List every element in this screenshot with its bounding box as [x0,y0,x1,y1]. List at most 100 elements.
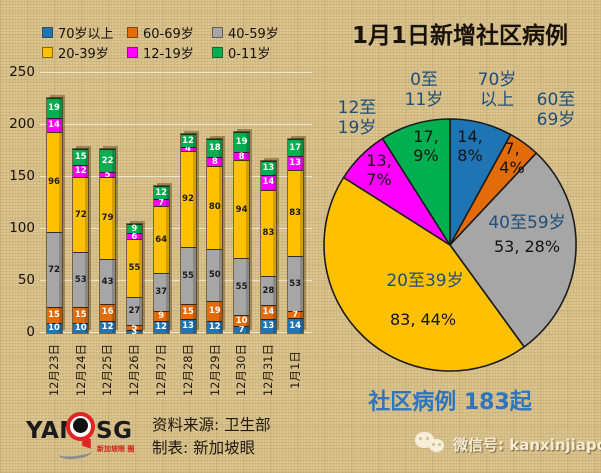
legend-item: 60-69岁 [127,24,212,42]
bar-segment-value: 12 [155,187,168,198]
bar-segment-value: 92 [182,194,194,205]
wechat-icon [415,432,447,456]
x-axis-label: 1月1日 [263,338,327,402]
x-axis-label-text: 1月1日 [288,351,303,389]
bar-segment-12-19岁: 14 [46,117,62,133]
wechat-bubble-small [429,439,444,452]
bar-segment-value: 28 [262,285,275,296]
bar-segment-value: 12 [208,322,221,333]
bar-segment-value: 53 [289,278,302,289]
legend-swatch [212,27,223,38]
bar-segment-70岁以上: 10 [46,322,62,333]
y-axis-tick: 0 [26,324,35,340]
y-axis-tick: 150 [9,168,35,184]
bar-segment-20-39岁: 94 [234,160,250,259]
bar-segment-0-11岁: 12 [153,186,169,199]
bar-segment-value: 15 [74,152,87,163]
bar-segment-12-19岁: 14 [260,174,276,190]
bar-segment-0-11岁: 12 [180,134,196,147]
wechat-tag: 微信号: kanxinjiapo [415,432,601,456]
stacked-bar-12月24日: 10 15 53 72 12 15 [72,147,90,335]
pie-chart [323,118,577,372]
bar-segment-value: 17 [289,142,302,153]
bar-segment-value: 13 [289,158,302,169]
bar-segment-value: 94 [235,204,248,215]
logo-subtext: 新加坡眼 圈 [97,445,135,453]
pie-label-40-59: 40至59岁 [488,213,566,233]
gridline [40,332,312,333]
bar-segment-value: 96 [48,177,60,188]
legend-item: 12-19岁 [127,44,212,62]
bar-segment-70岁以上: 14 [287,318,303,333]
bar-segment-70岁以上: 12 [153,320,169,333]
bar-segment-60-69岁: 10 [234,315,250,326]
bar-segment-value: 10 [74,323,87,334]
bar-segment-0-11岁: 13 [260,161,276,175]
bar-segment-value: 6 [131,231,138,242]
bar-segment-12-19岁: 8 [234,151,250,162]
bar-segment-value: 16 [101,307,114,318]
bar-segment-12-19岁: 5 [100,169,116,180]
bar-segment-value: 43 [101,276,114,287]
bar-segment-value: 8 [211,156,218,167]
bar-segment-60-69岁: 14 [260,304,276,320]
bar-segment-20-39岁: 64 [153,206,169,273]
bar-segment-value: 15 [48,310,60,321]
pie-total-label: 社区病例 183起 [368,390,532,415]
bar-segment-12-19岁: 6 [126,231,142,242]
bar-segment-70岁以上: 7 [234,326,250,334]
y-axis-tick: 100 [9,220,35,236]
bar-segment-60-69岁: 15 [73,307,89,323]
pie-label-70plus: 70岁 以上 [477,70,517,111]
bar-segment-40-59岁: 72 [46,232,62,308]
legend-swatch [127,27,138,38]
bar-segment-40-59岁: 55 [180,246,196,304]
legend-item: 40-59岁 [212,24,297,42]
bar-segment-20-39岁: 79 [100,177,116,260]
bar-segment-60-69岁: 19 [207,300,223,321]
bar-segment-value: 83 [289,208,302,219]
bar-segment-20-39岁: 92 [180,151,196,247]
bar-segment-value: 19 [235,137,248,148]
bar-segment-70岁以上: 12 [100,320,116,333]
bar-segment-60-69岁: 7 [287,310,303,321]
bar-segment-0-11岁: 19 [46,98,62,118]
bar-segment-value: 72 [48,264,60,275]
bar-segment-value: 7 [292,310,299,321]
legend-swatch [42,27,53,38]
pie-title: 1月1日新增社区病例 [351,23,568,49]
source-line: 资料来源: 卫生部 [152,416,271,434]
bar-segment-value: 4 [185,144,191,155]
bar-segment-0-11岁: 17 [287,138,303,157]
bar-segment-20-39岁: 96 [46,132,62,233]
bar-segment-12-19岁: 12 [73,164,89,178]
legend-swatch [212,47,223,58]
pie-slice-40至59岁 [449,152,577,348]
bar-segment-value: 22 [101,155,114,166]
bar-segment-value: 8 [238,151,245,162]
bar-segment-70岁以上: 10 [73,322,89,334]
bar-segment-0-11岁: 19 [234,132,250,153]
pie-value-70plus: 14, 8% [457,127,483,166]
y-axis-tick: 50 [17,272,35,288]
bar-segment-value: 13 [262,321,275,332]
bar-segment-value: 3 [131,326,138,337]
stacked-bar-12月26日: 3 5 27 55 6 9 [125,222,143,336]
bar-segment-12-19岁: 4 [180,144,196,155]
stacked-bar-12月29日: 12 19 50 80 8 18 [206,137,224,335]
legend: 70岁以上 60-69岁 40-59岁 20-39岁 12-19岁 0-11岁 [42,24,310,62]
yansg-logo: YAN SG 新加坡眼 圈 [14,406,144,461]
pie-value-20-39: 83, 44% [389,310,457,329]
bar-segment-0-11岁: 9 [126,223,142,234]
legend-label: 0-11岁 [228,47,271,62]
pie-slice-20至39岁 [323,176,525,372]
bar-segment-60-69岁: 16 [100,303,116,321]
legend-label: 12-19岁 [143,47,194,62]
pie-value-60-69: 7, 4% [499,139,525,178]
bar-segment-value: 5 [104,169,111,180]
bar-segment-value: 13 [182,321,194,332]
bar-segment-0-11岁: 18 [207,138,223,158]
bar-segment-value: 15 [182,306,194,317]
credit-line: 制表: 新加坡眼 [152,439,256,457]
